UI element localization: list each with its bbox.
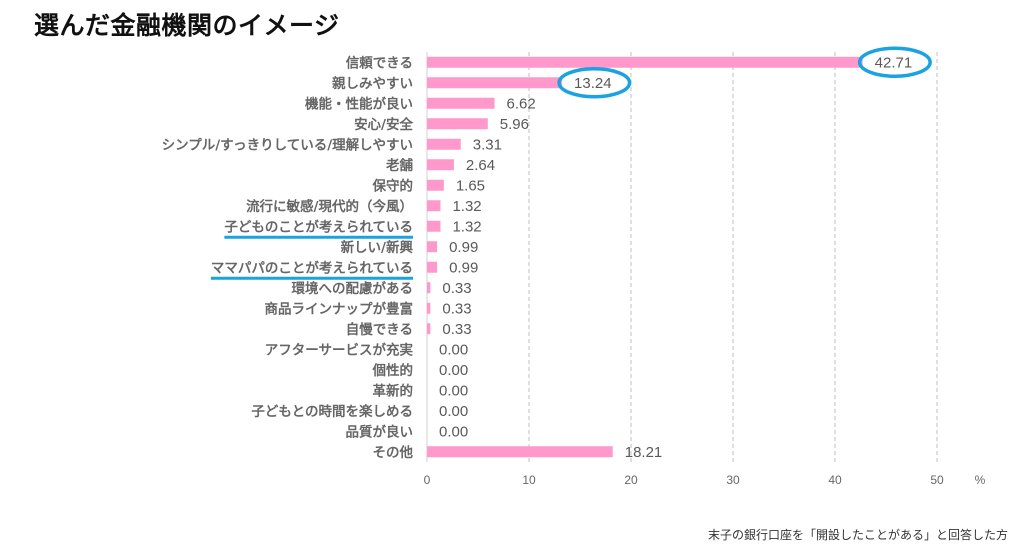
category-label: 商品ラインナップが豊富 <box>265 300 414 317</box>
value-label: 0.33 <box>442 280 471 297</box>
bar <box>427 220 441 232</box>
value-label: 1.32 <box>452 198 481 215</box>
category-label: 老舗 <box>386 157 413 174</box>
category-label: 自慢できる <box>346 321 413 338</box>
category-label: 安心/安全 <box>354 116 413 133</box>
x-tick-label: 10 <box>522 473 536 487</box>
value-label: 6.62 <box>507 95 536 112</box>
value-highlight-circle <box>857 46 932 78</box>
x-tick-label: 40 <box>828 473 842 487</box>
x-tick-label: 50 <box>930 473 944 487</box>
category-label: 子どものことが考えられている <box>224 218 413 235</box>
category-label: ママパパのことが考えられている <box>211 259 413 276</box>
category-label: 品質が良い <box>346 423 414 440</box>
bar <box>427 77 563 89</box>
value-label: 0.00 <box>439 341 468 358</box>
category-label: 機能・性能が良い <box>305 95 413 112</box>
bar <box>427 302 431 314</box>
bar <box>427 118 488 130</box>
value-label: 1.65 <box>456 177 485 194</box>
bar <box>427 323 431 335</box>
bar <box>427 200 441 212</box>
value-label: 1.32 <box>452 218 481 235</box>
category-label: 保守的 <box>372 177 414 194</box>
value-label: 0.00 <box>439 423 468 440</box>
category-label: シンプル/すっきりしている/理解しやすい <box>162 136 413 153</box>
value-label: 0.00 <box>439 362 468 379</box>
category-label: その他 <box>373 444 414 461</box>
category-label: 親しみやすい <box>332 75 413 92</box>
value-label: 3.31 <box>473 136 502 153</box>
category-label: 新しい/新興 <box>341 239 414 256</box>
value-label: 0.00 <box>439 382 468 399</box>
value-label: 42.71 <box>875 54 913 71</box>
bar <box>427 446 613 458</box>
bar <box>427 159 454 171</box>
category-label: 環境への配慮がある <box>292 280 414 297</box>
value-label: 0.33 <box>442 300 471 317</box>
category-label: 子どもとの時間を楽しめる <box>251 403 413 420</box>
value-highlight-circle <box>557 67 632 99</box>
x-tick-label: 0 <box>424 473 431 487</box>
x-unit-label: % <box>975 473 986 487</box>
value-label: 0.00 <box>439 403 468 420</box>
bar <box>427 282 431 294</box>
category-label: 個性的 <box>372 362 414 379</box>
bar <box>427 241 438 253</box>
category-label: 流行に敏感/現代的（今風） <box>246 198 413 215</box>
category-label: 革新的 <box>373 382 414 399</box>
bar <box>427 56 863 68</box>
bar <box>427 261 438 273</box>
value-label: 0.33 <box>442 321 471 338</box>
value-label: 2.64 <box>466 157 495 174</box>
category-label: 信頼できる <box>346 54 413 71</box>
x-tick-label: 20 <box>624 473 638 487</box>
chart-title: 選んだ金融機関のイメージ <box>34 11 340 40</box>
value-label: 5.96 <box>500 116 529 133</box>
bar <box>427 97 495 109</box>
bar <box>427 138 461 150</box>
bar <box>427 179 444 191</box>
footnote: 末子の銀行口座を「開設したことがある」と回答した方 <box>707 528 1008 542</box>
value-label: 18.21 <box>625 444 663 461</box>
value-label: 0.99 <box>449 259 478 276</box>
x-tick-label: 30 <box>726 473 740 487</box>
category-label: アフターサービスが充実 <box>265 341 414 358</box>
value-label: 0.99 <box>449 239 478 256</box>
value-label: 13.24 <box>574 75 612 92</box>
